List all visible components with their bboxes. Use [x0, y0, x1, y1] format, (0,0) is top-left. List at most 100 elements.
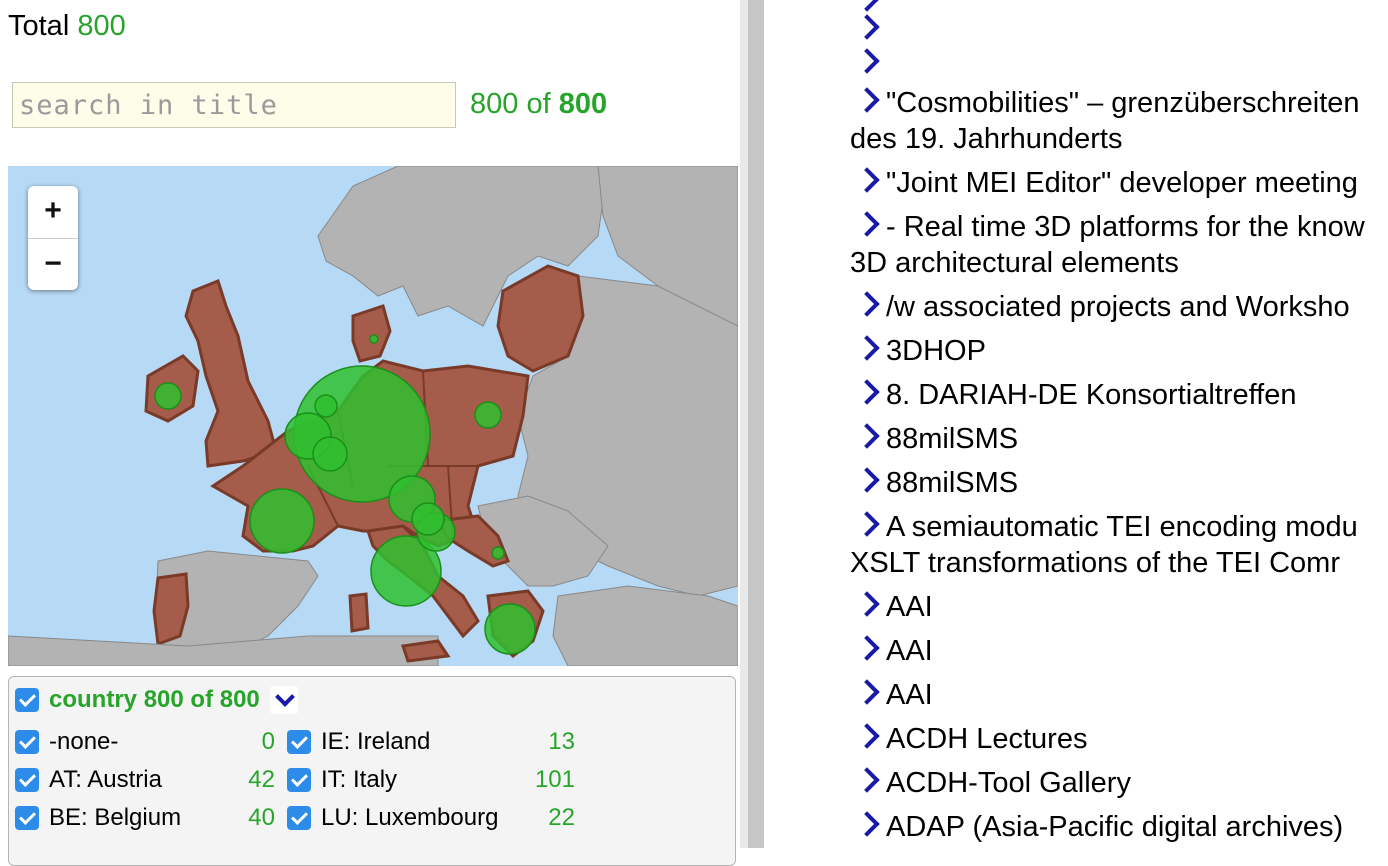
facet-expand-chevron-down-icon[interactable]: [269, 685, 298, 714]
chevron-right-icon: [854, 14, 880, 40]
facet-item-checkbox[interactable]: [15, 730, 39, 754]
chevron-right-icon: [854, 591, 880, 617]
list-item[interactable]: 88milSMS: [854, 421, 1388, 457]
facet-item-count: 22: [548, 804, 575, 831]
left-panel: Total 800 800 of 800: [0, 0, 740, 848]
map-turkey: [552, 585, 738, 666]
facet-item-count: 101: [534, 766, 575, 793]
chevron-right-icon: [854, 679, 880, 705]
facet-item-label: -none-: [49, 728, 119, 755]
chevron-right-icon: [854, 87, 880, 113]
total-value: 800: [77, 10, 126, 42]
total-label: Total: [8, 10, 70, 42]
chevron-right-icon: [854, 379, 880, 405]
facet-item-label: BE: Belgium: [49, 804, 182, 831]
chevron-right-icon: [854, 48, 880, 74]
panel-scrollbar[interactable]: [748, 0, 764, 848]
map-scandinavia: [317, 166, 609, 327]
map-marker: [312, 436, 348, 472]
facet-item-count: 13: [548, 728, 575, 755]
facet-item-checkbox[interactable]: [287, 730, 311, 754]
map-denmark: [351, 304, 392, 363]
facet-item-italy[interactable]: IT: Italy 101: [287, 765, 575, 795]
facet-header: country 800 of 800: [15, 685, 298, 714]
list-item[interactable]: ACDH-Tool Gallery: [854, 765, 1388, 801]
panel-divider[interactable]: [740, 0, 748, 848]
chevron-right-icon: [854, 811, 880, 837]
map-canvas[interactable]: [8, 166, 738, 666]
chevron-right-icon: [854, 0, 880, 12]
list-item[interactable]: "Cosmobilities" – grenzüberschreiten des …: [850, 87, 1360, 155]
map-marker: [474, 401, 502, 429]
facet-item-none[interactable]: -none- 0: [15, 727, 275, 757]
list-item[interactable]: AAI: [854, 677, 1388, 713]
map-portugal: [152, 572, 190, 647]
chevron-right-icon: [854, 511, 880, 537]
map-north-africa: [8, 635, 439, 666]
list-item[interactable]: ACDH Lectures: [854, 721, 1388, 757]
chevron-right-icon: [854, 291, 880, 317]
total-summary: Total 800: [8, 10, 126, 43]
map-marker: [154, 382, 182, 410]
map-marker: [249, 488, 315, 554]
chevron-right-icon: [854, 335, 880, 361]
facet-select-all-checkbox[interactable]: [15, 687, 39, 712]
list-item[interactable]: - Real time 3D platforms for the know 3D …: [850, 211, 1365, 279]
result-count: 800 of 800: [470, 88, 607, 121]
facet-item-checkbox[interactable]: [15, 806, 39, 830]
list-item[interactable]: AAI: [854, 633, 1388, 669]
facet-item-austria[interactable]: AT: Austria 42: [15, 765, 275, 795]
list-item[interactable]: ADAP (Asia-Pacific digital archives): [854, 809, 1388, 845]
facet-title: country 800 of 800: [49, 685, 260, 713]
facet-item-luxembourg[interactable]: LU: Luxembourg 22: [287, 803, 575, 833]
chevron-right-icon: [854, 423, 880, 449]
list-item[interactable]: [854, 46, 1388, 82]
list-item[interactable]: [854, 12, 1388, 48]
list-item[interactable]: AAI: [854, 589, 1388, 625]
map-sicily: [401, 639, 451, 663]
facet-item-label: IE: Ireland: [321, 728, 431, 755]
result-count-of: of: [526, 88, 551, 120]
country-facet: country 800 of 800 -none- 0 AT: Austria …: [8, 676, 736, 866]
result-count-total: 800: [558, 88, 608, 120]
result-count-shown: 800: [470, 88, 519, 120]
list-item[interactable]: 88milSMS: [854, 465, 1388, 501]
list-item[interactable]: "Joint MEI Editor" developer meeting: [854, 165, 1388, 201]
map-marker: [411, 502, 445, 536]
map-marker: [491, 546, 505, 560]
zoom-in-button[interactable]: +: [28, 186, 78, 239]
map-marker: [314, 394, 338, 418]
map-great-britain: [184, 279, 278, 468]
list-item[interactable]: 8. DARIAH-DE Konsortialtreffen: [854, 377, 1388, 413]
facet-item-checkbox[interactable]: [15, 768, 39, 792]
facet-item-count: 0: [261, 728, 275, 755]
chevron-right-icon: [854, 211, 880, 237]
search-input[interactable]: [12, 82, 456, 128]
chevron-right-icon: [854, 767, 880, 793]
facet-item-label: LU: Luxembourg: [321, 804, 499, 831]
facet-item-label: IT: Italy: [321, 766, 398, 793]
results-list: "Cosmobilities" – grenzüberschreiten des …: [764, 0, 1388, 848]
facet-item-label: AT: Austria: [49, 766, 162, 793]
chevron-right-icon: [854, 167, 880, 193]
map-marker: [369, 334, 379, 344]
facet-item-count: 40: [248, 804, 275, 831]
chevron-right-icon: [854, 467, 880, 493]
chevron-right-icon: [854, 723, 880, 749]
map-sardinia: [348, 592, 370, 633]
facet-item-ireland[interactable]: IE: Ireland 13: [287, 727, 575, 757]
list-item[interactable]: /w associated projects and Worksho: [854, 289, 1388, 325]
chevron-right-icon: [854, 635, 880, 661]
facet-item-checkbox[interactable]: [287, 768, 311, 792]
list-item[interactable]: 3DHOP: [854, 333, 1388, 369]
map-marker: [484, 603, 536, 655]
facet-item-count: 42: [248, 766, 275, 793]
map-marker: [370, 535, 442, 607]
map-baltics: [496, 264, 585, 373]
zoom-out-button[interactable]: −: [44, 247, 62, 280]
facet-item-checkbox[interactable]: [287, 806, 311, 830]
list-item[interactable]: A semiautomatic TEI encoding modu XSLT tr…: [850, 511, 1358, 579]
facet-item-belgium[interactable]: BE: Belgium 40: [15, 803, 275, 833]
map-view[interactable]: + −: [8, 166, 738, 666]
zoom-control: + −: [28, 186, 78, 290]
